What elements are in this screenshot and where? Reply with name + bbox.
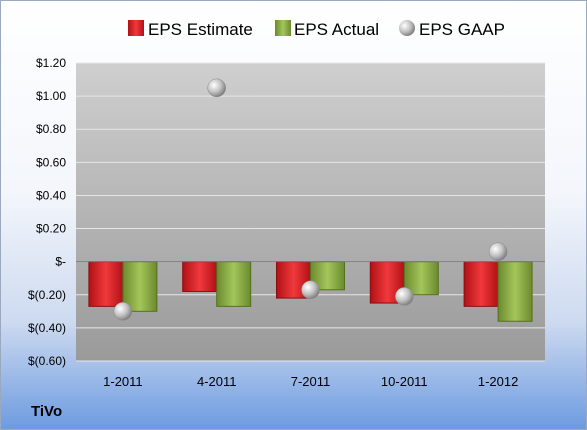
point-eps-gaap [113, 302, 133, 321]
bar-eps-estimate [463, 261, 499, 307]
bar-eps-estimate [88, 261, 124, 307]
y-tick-label: $(0.60) [28, 354, 66, 368]
point-eps-gaap [395, 287, 414, 306]
legend-label-eps-gaap: EPS GAAP [419, 20, 505, 39]
y-tick-label: $0.20 [36, 222, 66, 236]
x-tick-label: 4-2011 [197, 374, 237, 389]
legend-label-eps-actual: EPS Actual [294, 20, 379, 39]
point-eps-gaap [488, 242, 508, 261]
gaap-points [113, 78, 508, 321]
x-tick-label: 7-2011 [291, 374, 331, 389]
legend-swatch-eps-estimate [128, 20, 144, 36]
plot-area [76, 63, 545, 361]
point-eps-gaap [207, 78, 226, 98]
legend-swatch-eps-actual [275, 20, 291, 36]
y-tick-label: $- [55, 255, 66, 269]
point-eps-gaap [301, 280, 320, 300]
x-tick-label: 10-2011 [381, 374, 428, 389]
legend: EPS Estimate EPS Actual EPS GAAP [128, 20, 505, 39]
legend-label-eps-estimate: EPS Estimate [148, 20, 253, 39]
x-axis-ticks: 1-2011 4-2011 7-2011 10-2011 1-2012 [103, 374, 518, 389]
x-tick-label: 1-2011 [103, 374, 143, 389]
bar-eps-estimate [182, 261, 218, 292]
y-axis-ticks: $(0.60) $(0.40) $(0.20) $- $0.20 $0.40 $0.60 $0… [28, 56, 66, 368]
y-tick-label: $0.40 [36, 188, 66, 202]
y-tick-label: $1.20 [36, 56, 66, 70]
bar-eps-actual [497, 261, 533, 322]
legend-marker-eps-gaap [399, 20, 415, 36]
y-tick-label: $(0.40) [28, 321, 66, 335]
bar-eps-actual [216, 261, 252, 307]
y-tick-label: $0.80 [36, 122, 66, 136]
y-tick-label: $0.60 [36, 155, 66, 169]
y-tick-label: $1.00 [36, 89, 66, 103]
x-tick-label: 1-2012 [478, 374, 518, 389]
company-label: TiVo [31, 403, 63, 420]
y-tick-label: $(0.20) [28, 288, 66, 302]
